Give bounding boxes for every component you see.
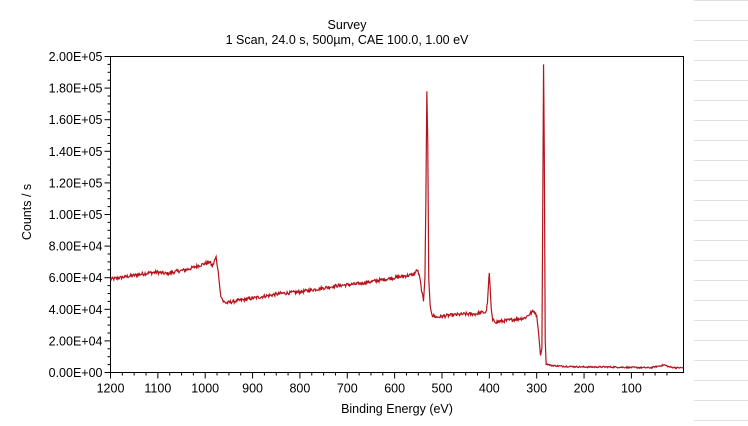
y-tick-label: 1.80E+05	[49, 82, 103, 96]
x-tick-label: 1100	[144, 382, 171, 396]
y-axis: 0.00E+00 2.00E+04 4.00E+04 6.00E+04 8.00E+04…	[49, 50, 111, 380]
x-tick-label: 800	[289, 382, 310, 396]
y-axis-title: Counts / s	[20, 184, 34, 240]
x-tick-label: 500	[432, 382, 453, 396]
y-tick-label: 6.00E+04	[49, 271, 103, 285]
chart-subtitle: 1 Scan, 24.0 s, 500µm, CAE 100.0, 1.00 e…	[225, 33, 469, 47]
x-axis: 1200 1100 1000 900 800 700 600 500 400 300 200 100	[97, 372, 668, 396]
x-tick-label: 600	[384, 382, 405, 396]
x-tick-label: 900	[242, 382, 263, 396]
series-line	[109, 64, 684, 370]
x-tick-label: 400	[479, 382, 500, 396]
y-tick-label: 1.00E+05	[49, 208, 103, 222]
survey-spectrum-chart: 0.00E+00 2.00E+04 4.00E+04 6.00E+04 8.00E+04…	[20, 50, 684, 416]
y-tick-label: 2.00E+04	[49, 334, 103, 348]
x-tick-label: 300	[526, 382, 547, 396]
chart-panel[interactable]: Survey 1 Scan, 24.0 s, 500µm, CAE 100.0,…	[0, 0, 694, 426]
y-tick-label: 1.40E+05	[49, 145, 103, 159]
chart-title: Survey	[327, 18, 367, 32]
x-tick-label: 100	[621, 382, 642, 396]
y-tick-label: 0.00E+00	[49, 366, 103, 380]
plot-area-frame	[110, 56, 684, 373]
x-tick-label: 700	[337, 382, 358, 396]
x-axis-title: Binding Energy (eV)	[341, 402, 453, 416]
y-tick-label: 2.00E+05	[49, 50, 103, 64]
x-tick-label: 1200	[97, 382, 125, 396]
y-tick-label: 1.20E+05	[49, 176, 103, 190]
x-tick-label: 200	[574, 382, 595, 396]
y-tick-label: 1.60E+05	[49, 113, 103, 127]
x-tick-label: 1000	[191, 382, 219, 396]
y-tick-label: 4.00E+04	[49, 303, 103, 317]
y-tick-label: 8.00E+04	[49, 240, 103, 254]
